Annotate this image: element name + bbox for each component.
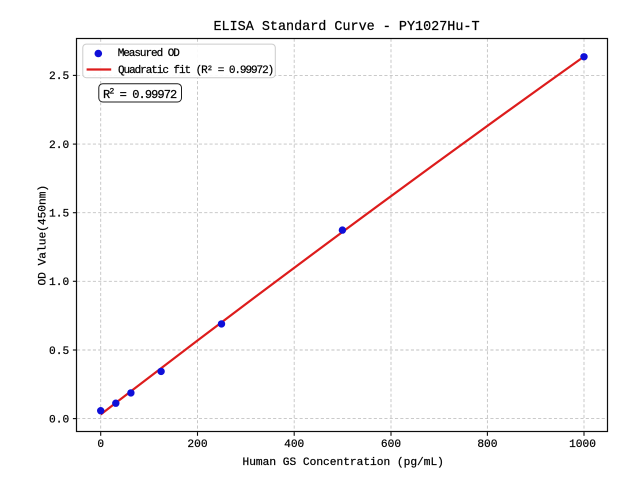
svg-text:1.5: 1.5 <box>49 209 69 221</box>
svg-text:Quadratic fit (R² = 0.99972): Quadratic fit (R² = 0.99972) <box>118 65 273 77</box>
svg-text:0: 0 <box>97 439 104 451</box>
svg-text:OD Value(450nm): OD Value(450nm) <box>37 185 49 286</box>
svg-text:2.5: 2.5 <box>49 71 69 83</box>
svg-text:600: 600 <box>381 439 401 451</box>
svg-text:0.5: 0.5 <box>49 346 69 358</box>
svg-text:0.0: 0.0 <box>49 414 69 426</box>
svg-text:Human GS Concentration (pg/mL): Human GS Concentration (pg/mL) <box>242 457 443 469</box>
svg-text:800: 800 <box>477 439 497 451</box>
svg-text:400: 400 <box>284 439 304 451</box>
svg-text:200: 200 <box>187 439 207 451</box>
svg-text:1000: 1000 <box>569 439 596 451</box>
svg-text:R2 = 0.99972: R2 = 0.99972 <box>103 88 177 102</box>
svg-text:2.0: 2.0 <box>49 140 69 152</box>
svg-text:1.0: 1.0 <box>49 277 69 289</box>
svg-text:Measured OD: Measured OD <box>118 48 181 60</box>
svg-text:ELISA Standard Curve - PY1027H: ELISA Standard Curve - PY1027Hu-T <box>213 20 479 35</box>
